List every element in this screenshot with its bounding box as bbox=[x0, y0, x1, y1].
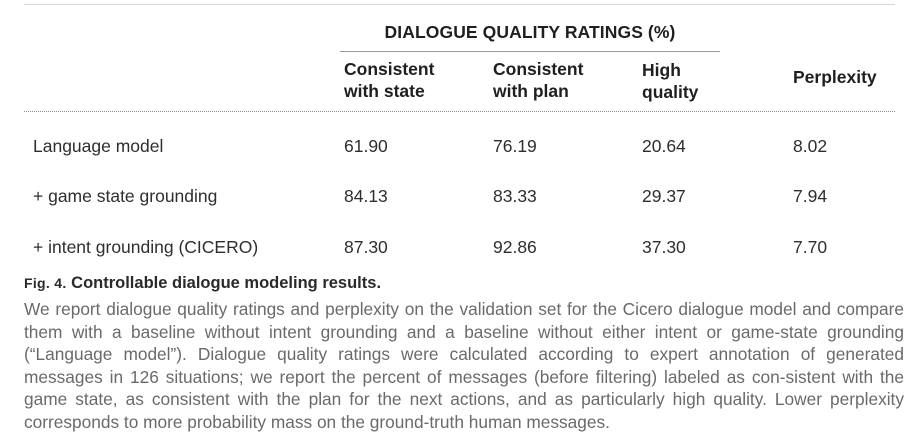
cell-perplexity: 7.70 bbox=[793, 237, 828, 257]
table-row: Language model 61.90 76.19 20.64 8.02 bbox=[0, 136, 922, 160]
cell-consistent-plan: 92.86 bbox=[493, 237, 537, 257]
cell-consistent-state: 87.30 bbox=[344, 237, 388, 257]
row-label: + game state grounding bbox=[33, 186, 218, 206]
column-header-line: Consistent bbox=[344, 59, 435, 79]
cell-perplexity: 7.94 bbox=[793, 186, 828, 206]
caption-title-line: Fig. 4. Controllable dialogue modeling r… bbox=[24, 272, 904, 294]
cell-high-quality: 20.64 bbox=[642, 136, 686, 156]
group-header-dialogue-quality: DIALOGUE QUALITY RATINGS (%) bbox=[384, 22, 676, 42]
figure-title: Controllable dialogue modeling results. bbox=[71, 274, 382, 292]
column-header-consistent-plan: Consistent with plan bbox=[493, 58, 583, 102]
cell-consistent-state: 61.90 bbox=[344, 136, 388, 156]
cell-consistent-plan: 83.33 bbox=[493, 186, 537, 206]
row-label: + intent grounding (CICERO) bbox=[33, 237, 259, 257]
column-header-line: with plan bbox=[493, 81, 569, 101]
group-header-rule bbox=[340, 51, 720, 52]
header-divider bbox=[24, 111, 895, 112]
caption-body: We report dialogue quality ratings and p… bbox=[24, 299, 904, 432]
column-header-line: Perplexity bbox=[793, 67, 877, 87]
table-row: + intent grounding (CICERO) 87.30 92.86 … bbox=[0, 237, 922, 261]
cell-high-quality: 29.37 bbox=[642, 186, 686, 206]
cell-consistent-plan: 76.19 bbox=[493, 136, 537, 156]
column-header-line: quality bbox=[642, 82, 699, 102]
column-header-consistent-state: Consistent with state bbox=[344, 58, 434, 102]
cell-high-quality: 37.30 bbox=[642, 237, 686, 257]
cell-perplexity: 8.02 bbox=[793, 136, 828, 156]
figure-label: Fig. 4. bbox=[24, 275, 67, 291]
row-label: Language model bbox=[33, 136, 164, 156]
figure-caption: Fig. 4. Controllable dialogue modeling r… bbox=[24, 272, 904, 433]
top-rule bbox=[24, 4, 895, 5]
cell-consistent-state: 84.13 bbox=[344, 186, 388, 206]
column-header-high-quality: High quality bbox=[642, 59, 698, 103]
column-header-perplexity: Perplexity bbox=[793, 66, 877, 88]
column-header-line: with state bbox=[344, 81, 425, 101]
column-header-line: High bbox=[642, 60, 681, 80]
column-header-line: Consistent bbox=[493, 59, 584, 79]
table-row: + game state grounding 84.13 83.33 29.37… bbox=[0, 186, 922, 210]
